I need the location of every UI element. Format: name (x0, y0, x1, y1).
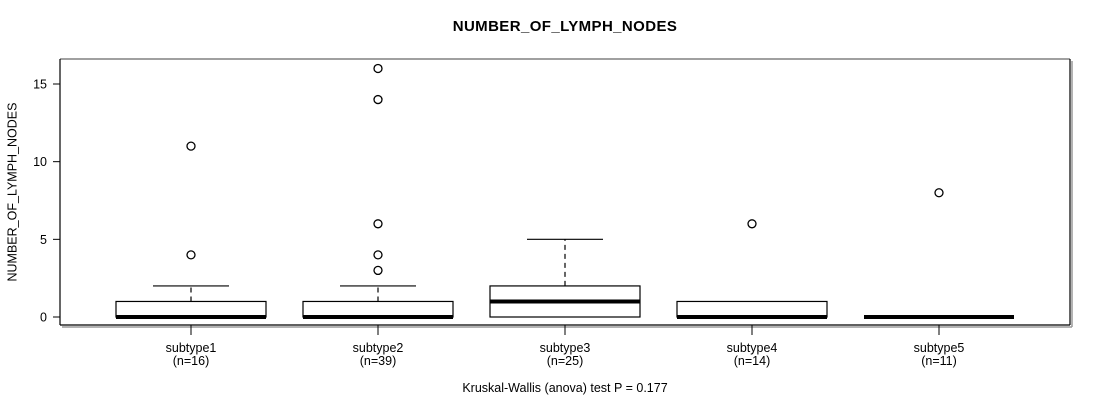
plot-panel (60, 59, 1070, 325)
y-axis-tick-label: 5 (40, 233, 47, 247)
y-axis-tick-label: 0 (40, 311, 47, 325)
y-axis-tick-label: 10 (33, 155, 47, 169)
outlier-subtype1-4 (186, 250, 196, 260)
outlier-subtype2-16 (373, 63, 383, 74)
outlier-subtype4-6 (747, 219, 757, 229)
box-subtype2 (302, 300, 454, 318)
x-category-sublabel-subtype4: (n=14) (734, 354, 770, 368)
x-category-label-subtype5: subtype5 (914, 341, 965, 355)
box-subtype4 (676, 300, 828, 318)
outlier-subtype2-14 (373, 94, 383, 105)
x-category-sublabel-subtype3: (n=25) (547, 354, 583, 368)
outlier-subtype2-6 (373, 219, 383, 229)
x-category-sublabel-subtype2: (n=39) (360, 354, 396, 368)
x-category-label-subtype2: subtype2 (353, 341, 404, 355)
outlier-subtype5-8 (934, 188, 944, 198)
x-category-label-subtype3: subtype3 (540, 341, 591, 355)
y-axis-tick-label: 15 (33, 78, 47, 92)
outlier-subtype1-11 (186, 141, 196, 151)
x-category-sublabel-subtype1: (n=16) (173, 354, 209, 368)
box-subtype1 (115, 300, 267, 318)
outlier-subtype2-4 (373, 250, 383, 260)
outlier-subtype2-3 (373, 265, 383, 276)
x-category-label-subtype1: subtype1 (166, 341, 217, 355)
stat-test-caption: Kruskal-Wallis (anova) test P = 0.177 (462, 381, 668, 395)
x-category-label-subtype4: subtype4 (727, 341, 778, 355)
x-category-sublabel-subtype5: (n=11) (921, 354, 957, 368)
chart-title: NUMBER_OF_LYMPH_NODES (452, 18, 678, 35)
